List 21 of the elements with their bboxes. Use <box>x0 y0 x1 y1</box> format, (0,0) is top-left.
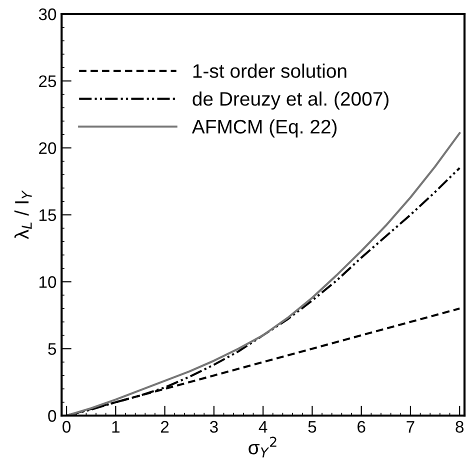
x-tick-label: 8 <box>456 420 464 433</box>
y-tick-label: 20 <box>39 142 56 154</box>
x-tick-label: 7 <box>406 421 414 433</box>
x-tick-label: 6 <box>358 420 366 433</box>
y-tick-label: 25 <box>39 75 56 88</box>
y-tick-label: 0 <box>48 410 56 422</box>
y-tick-label: 5 <box>48 343 56 355</box>
x-tick-label: 2 <box>161 420 169 433</box>
x-tick-label: 0 <box>62 420 71 433</box>
x-axis-title: σ$_{Y}$$^{2}$ <box>248 436 276 458</box>
x-tick-label: 4 <box>258 421 268 433</box>
y-tick-label: 15 <box>39 209 56 222</box>
y-tick-label: 30 <box>38 8 56 20</box>
legend-label: AFMCM (Eq. 22) <box>192 119 337 138</box>
x-tick-label: 5 <box>308 421 316 433</box>
legend-label: de Dreuzy et al. (2007) <box>192 91 388 110</box>
legend-label: 1-st order solution <box>193 64 346 78</box>
y-axis-title: λ$_{L}$ / I$_{Y}$ <box>14 190 32 240</box>
x-tick-label: 1 <box>112 421 120 433</box>
y-tick-label: 10 <box>39 276 56 288</box>
x-tick-label: 3 <box>210 420 218 433</box>
